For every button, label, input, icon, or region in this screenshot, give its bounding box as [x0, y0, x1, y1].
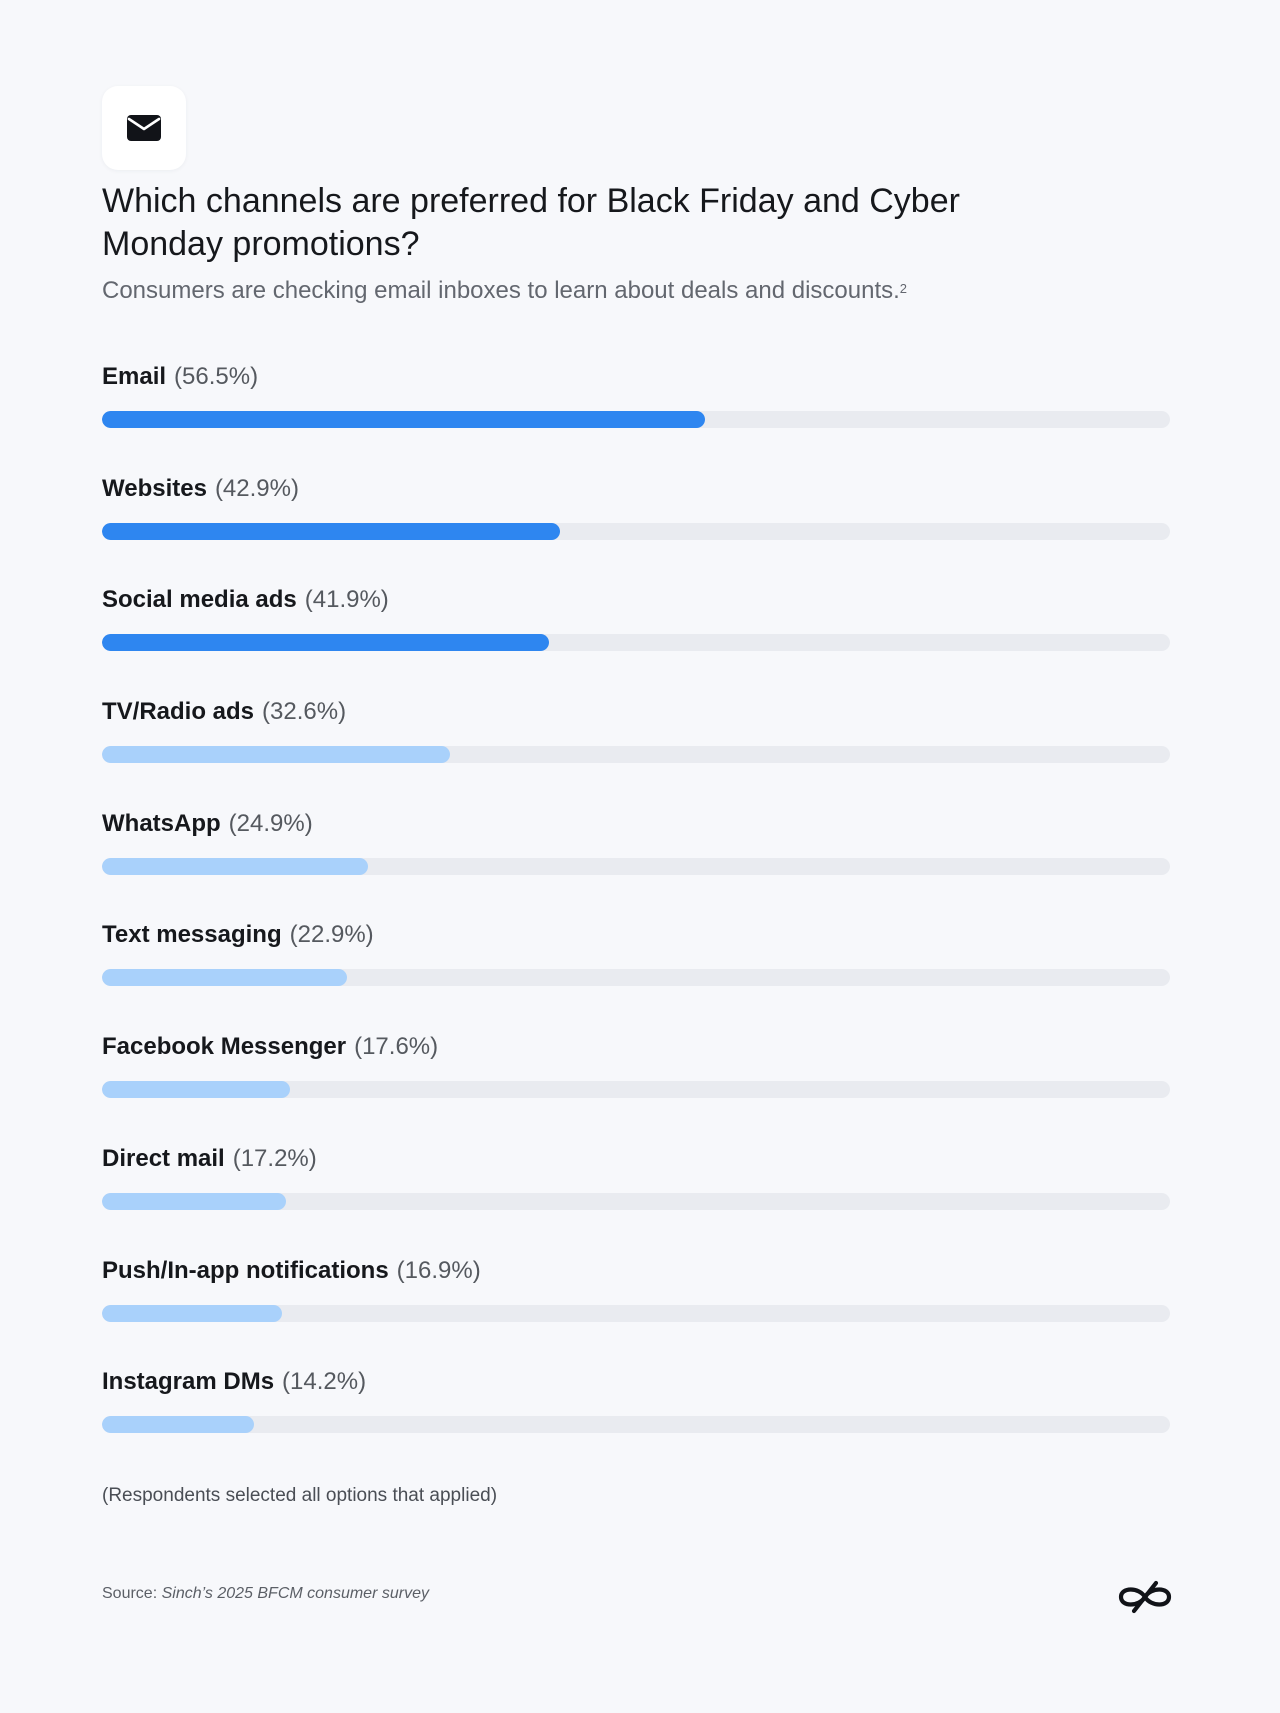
bar-label: Facebook Messenger (17.6%) [102, 1032, 438, 1062]
bar-track [102, 1304, 1170, 1322]
subtitle-footnote: 2 [899, 281, 908, 296]
bar-row: Push/In-app notifications (16.9%) [102, 1252, 1170, 1364]
bar-label: Instagram DMs (14.2%) [102, 1367, 366, 1397]
source-name: Sinch’s 2025 BFCM consumer survey [161, 1585, 429, 1602]
category-label: WhatsApp [102, 809, 221, 837]
bar-track [102, 634, 1170, 652]
channel-icon-tile [102, 86, 186, 170]
bar-label: WhatsApp (24.9%) [102, 809, 313, 839]
bar-label: TV/Radio ads (32.6%) [102, 697, 346, 727]
category-label: Text messaging [102, 921, 282, 949]
bar-track [102, 1416, 1170, 1434]
bar-label: Push/In-app notifications (16.9%) [102, 1256, 481, 1286]
value-label: (17.6%) [354, 1033, 439, 1061]
bar-row: WhatsApp (24.9%) [102, 805, 1170, 917]
sinch-logo [1118, 1580, 1172, 1614]
value-label: (17.2%) [232, 1144, 317, 1172]
bar-fill [102, 1416, 254, 1434]
category-label: Email [102, 363, 167, 390]
value-label: (14.2%) [282, 1368, 367, 1396]
value-label: (16.9%) [396, 1256, 481, 1284]
bar-fill [102, 1081, 290, 1099]
bar-fill [102, 634, 550, 652]
bar-row: Text messaging (22.9%) [102, 916, 1170, 1028]
subtitle-text: Consumers are checking email inboxes to … [102, 277, 900, 304]
bar-fill [102, 1192, 286, 1210]
channel-bar-chart: Email (56.5%) Websites (42.9%) Social media … [102, 358, 1170, 1475]
category-label: Direct mail [102, 1144, 225, 1172]
source-prefix: Source: [102, 1585, 162, 1602]
category-label: Instagram DMs [102, 1368, 275, 1396]
bar-track [102, 746, 1170, 764]
bar-row: Email (56.5%) [102, 358, 1170, 470]
source-line: Source: Sinch’s 2025 BFCM consumer surve… [102, 1585, 429, 1603]
category-label: Websites [102, 474, 207, 502]
chart-title: Which channels are preferred for Black F… [102, 182, 960, 263]
bar-row: Social media ads (41.9%) [102, 581, 1170, 693]
bar-fill [102, 746, 451, 764]
value-label: (22.9%) [289, 921, 374, 949]
bar-track [102, 969, 1170, 987]
bar-label: Text messaging (22.9%) [102, 920, 374, 950]
bar-fill [102, 522, 561, 540]
bar-track [102, 857, 1170, 875]
category-label: Push/In-app notifications [102, 1256, 389, 1284]
value-label: (24.9%) [228, 809, 313, 837]
category-label: Social media ads [102, 586, 297, 614]
category-label: TV/Radio ads [102, 698, 255, 726]
bar-fill [102, 969, 347, 987]
respondents-note: (Respondents selected all options that a… [102, 1485, 498, 1506]
bar-fill [102, 411, 706, 428]
envelope-icon [127, 115, 161, 141]
bar-label: Websites (42.9%) [102, 474, 299, 504]
bar-row: Websites (42.9%) [102, 470, 1170, 582]
value-label: (41.9%) [304, 586, 389, 614]
bar-track [102, 411, 1170, 428]
bar-fill [102, 857, 368, 875]
bar-label: Social media ads (41.9%) [102, 585, 389, 615]
bar-row: Instagram DMs (14.2%) [102, 1363, 1170, 1475]
chart-subtitle: Consumers are checking email inboxes to … [102, 275, 907, 307]
value-label: (42.9%) [214, 474, 299, 502]
value-label: (32.6%) [262, 698, 347, 726]
bar-label: Email (56.5%) [102, 362, 258, 392]
bar-row: TV/Radio ads (32.6%) [102, 693, 1170, 805]
bar-row: Direct mail (17.2%) [102, 1140, 1170, 1252]
bar-label: Direct mail (17.2%) [102, 1144, 317, 1174]
bar-track [102, 1081, 1170, 1099]
category-label: Facebook Messenger [102, 1033, 347, 1061]
bar-fill [102, 1304, 283, 1322]
bar-row: Facebook Messenger (17.6%) [102, 1028, 1170, 1140]
value-label: (56.5%) [174, 363, 259, 390]
bar-track [102, 1192, 1170, 1210]
bar-track [102, 522, 1170, 540]
